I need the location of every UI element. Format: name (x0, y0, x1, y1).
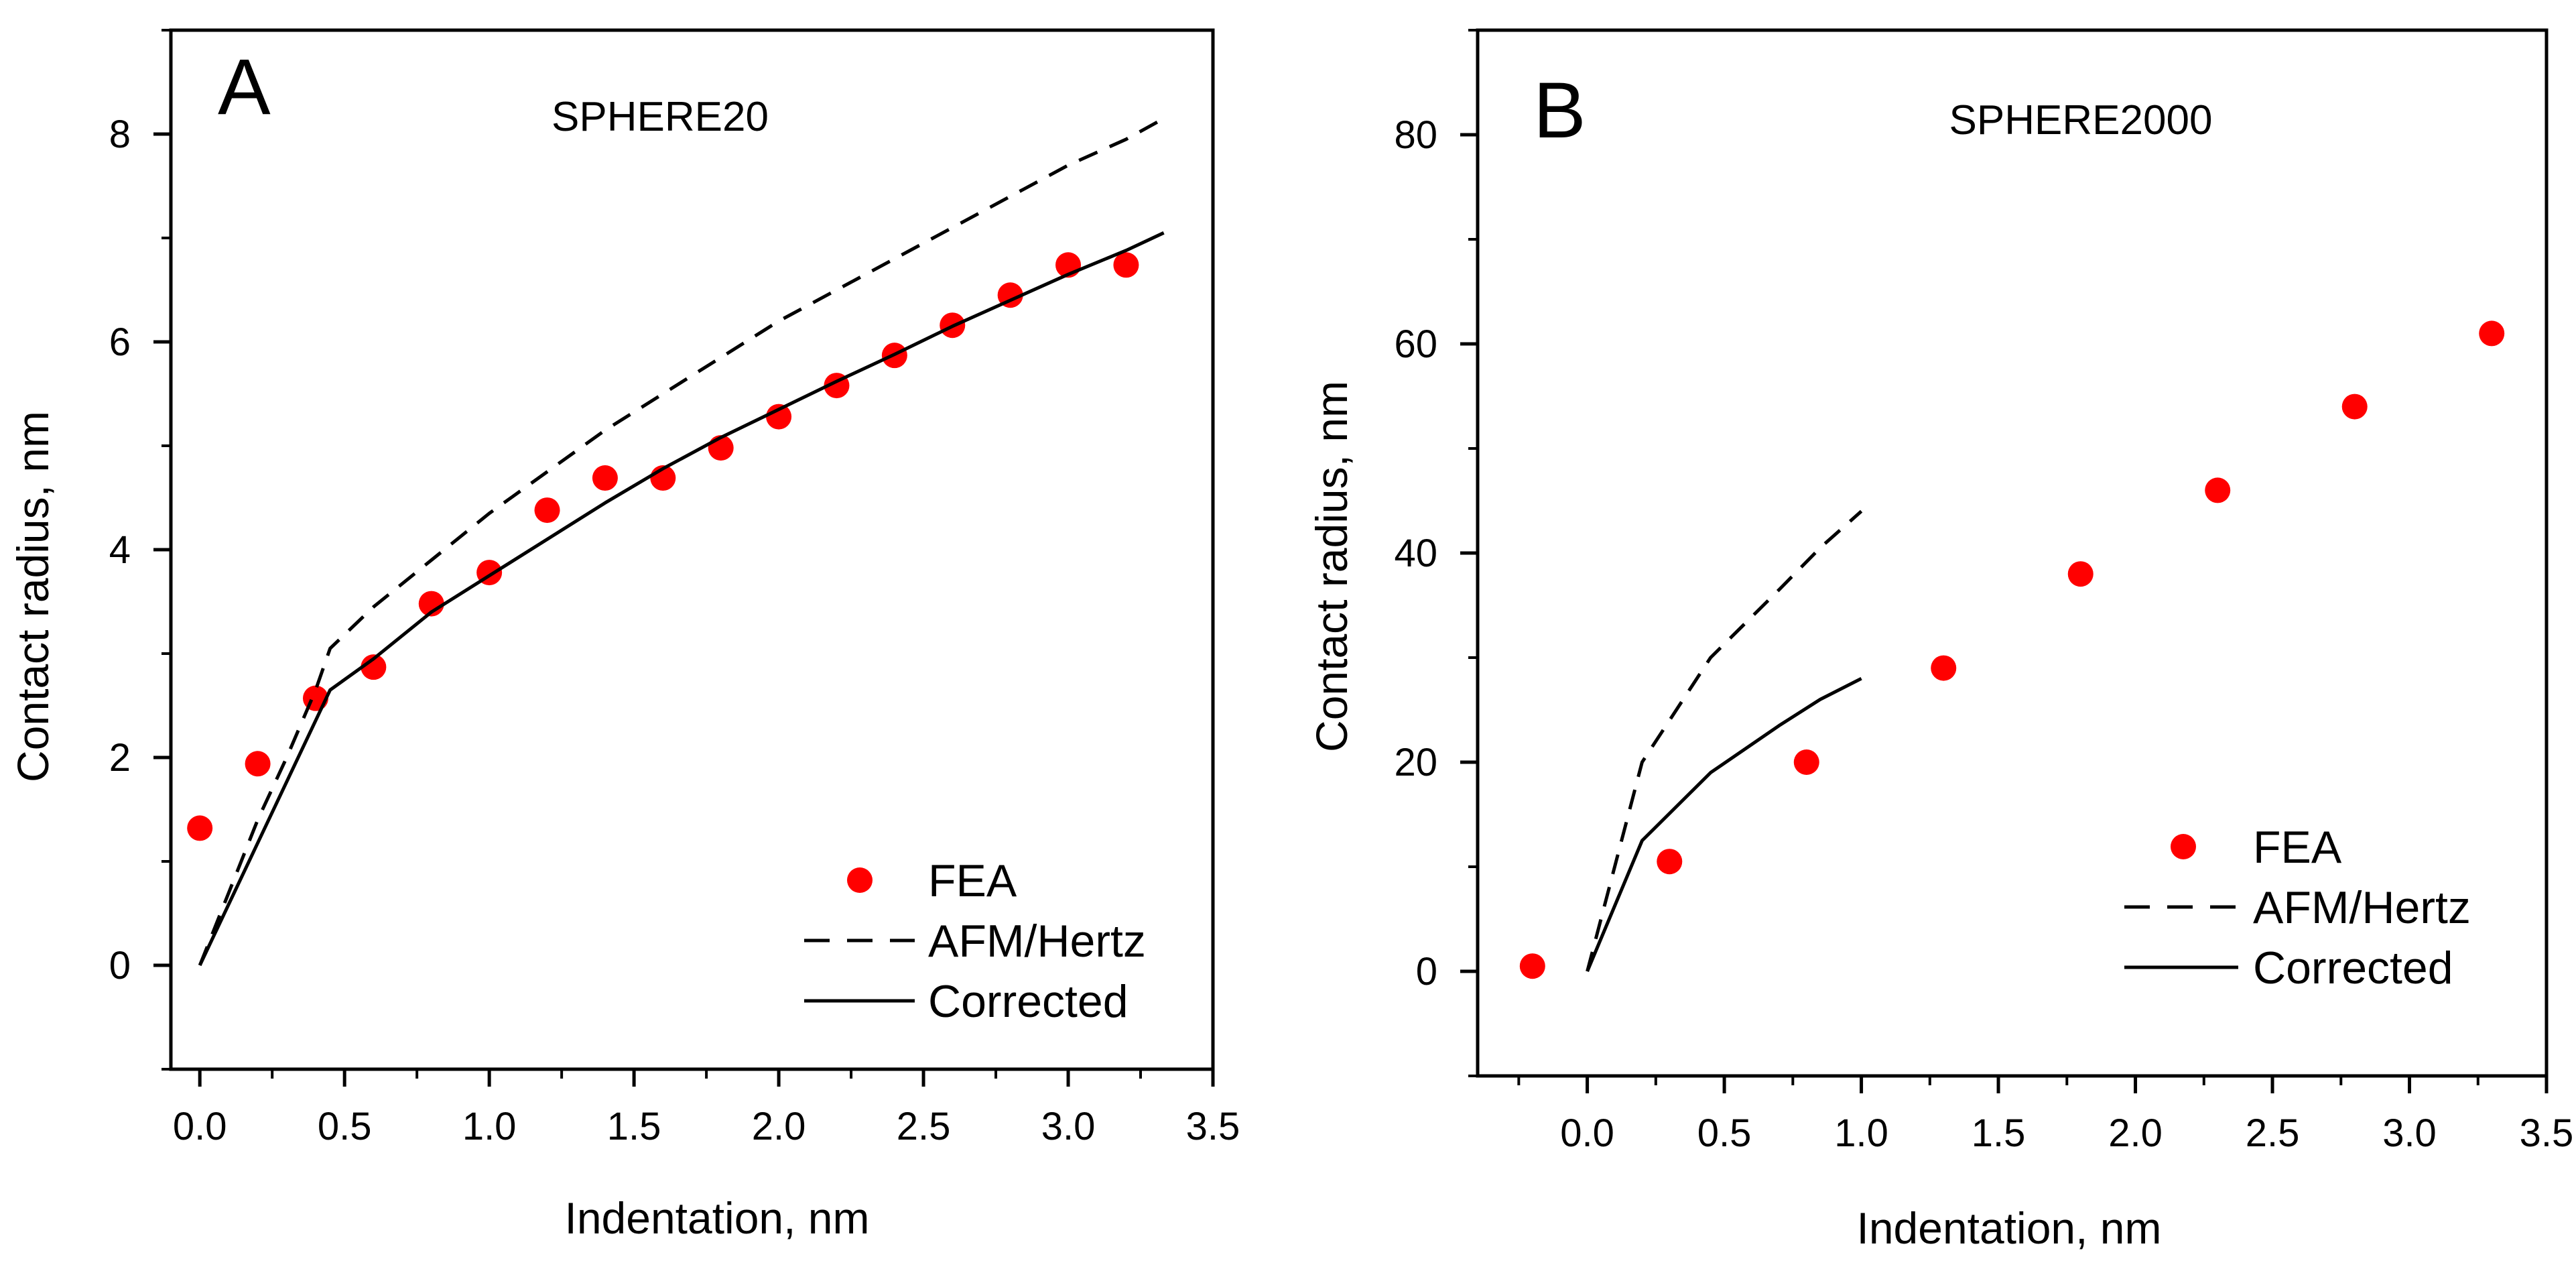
fea-point-b-4 (2067, 561, 2094, 587)
ticks-a: 0.0 0.5 1.0 1.5 2.0 2.5 3.0 3.5 0 2 4 6 8 (109, 29, 1240, 1148)
x-tick-label-b-0: 0.0 (1560, 1111, 1614, 1155)
panel-letter-a: A (218, 43, 271, 131)
x-tick-label-a-6: 3.0 (1041, 1105, 1096, 1148)
legend-fea-marker-a (847, 867, 873, 893)
y-tick-label-a-3: 6 (109, 320, 131, 364)
y-tick-label-a-1: 2 (109, 736, 131, 780)
fea-point-b-1 (1657, 849, 1683, 875)
x-tick-label-a-2: 1.0 (462, 1105, 517, 1148)
ticks-b: 0.0 0.5 1.0 1.5 2.0 2.5 3.0 3.5 0 20 40 60 80 (1394, 29, 2574, 1155)
x-tick-label-b-3: 1.5 (1972, 1111, 2026, 1155)
fea-point-b-7 (2479, 320, 2505, 347)
legend-corrected-label-a: Corrected (928, 976, 1129, 1027)
x-tick-label-b-4: 2.0 (2108, 1111, 2163, 1155)
y-axis-title-a: Contact radius, nm (8, 411, 58, 782)
panel-b: 0.0 0.5 1.0 1.5 2.0 2.5 3.0 3.5 0 20 40 60 80 B SPHE… (1307, 28, 2574, 1253)
fea-point-b-3 (1931, 655, 1957, 681)
x-tick-label-b-6: 3.0 (2382, 1111, 2437, 1155)
legend-fea-label-a: FEA (928, 855, 1017, 906)
x-tick-label-b-2: 1.0 (1834, 1111, 1888, 1155)
panel-a: 0.0 0.5 1.0 1.5 2.0 2.5 3.0 3.5 0 2 4 6 8 A SPHERE20… (8, 28, 1240, 1243)
x-tick-label-a-7: 3.5 (1186, 1105, 1240, 1148)
corrected-line-a (198, 231, 1165, 967)
afm-hertz-line-b (1586, 509, 1863, 972)
plot-frame-a (169, 28, 1215, 1071)
x-tick-label-a-0: 0.0 (173, 1105, 227, 1148)
fea-point-b-6 (2341, 393, 2368, 420)
chart-title-b: SPHERE2000 (1949, 97, 2213, 143)
x-tick-label-a-5: 2.5 (897, 1105, 951, 1148)
y-tick-label-a-0: 0 (109, 944, 131, 987)
y-tick-label-b-1: 20 (1394, 741, 1437, 784)
fea-point-a-7 (592, 465, 618, 491)
chart-title-a: SPHERE20 (552, 94, 769, 140)
y-tick-label-b-0: 0 (1416, 950, 1437, 993)
fea-point-a-3 (361, 654, 387, 680)
fea-point-b-2 (1793, 749, 1819, 775)
y-tick-label-a-4: 8 (109, 113, 131, 156)
panel-letter-b: B (1533, 66, 1586, 155)
fea-point-b-5 (2205, 477, 2231, 503)
y-tick-label-a-2: 4 (109, 528, 131, 572)
legend-a: FEA AFM/Hertz Corrected (804, 855, 1146, 1027)
x-tick-label-a-1: 0.5 (318, 1105, 372, 1148)
corrected-line-b (1586, 676, 1862, 972)
x-tick-label-b-7: 3.5 (2520, 1111, 2574, 1155)
y-tick-label-b-2: 40 (1394, 532, 1437, 575)
legend-afm-hertz-label-a: AFM/Hertz (928, 916, 1146, 967)
fea-point-b-0 (1519, 953, 1545, 979)
series-b (1519, 320, 2505, 979)
fea-point-a-10 (766, 404, 792, 430)
y-axis-title-b: Contact radius, nm (1307, 381, 1356, 752)
y-tick-label-b-3: 60 (1394, 322, 1437, 366)
series-a (187, 117, 1165, 967)
legend-fea-marker-b (2171, 834, 2196, 859)
afm-hertz-line-a (198, 117, 1165, 966)
x-tick-label-a-3: 1.5 (607, 1105, 661, 1148)
fea-point-a-0 (187, 815, 213, 841)
fea-point-a-16 (1113, 252, 1139, 278)
fea-point-a-1 (245, 751, 271, 777)
legend-fea-label-b: FEA (2253, 822, 2342, 873)
fea-point-a-4 (418, 591, 444, 617)
x-axis-title-a: Indentation, nm (565, 1193, 870, 1243)
y-tick-label-b-4: 80 (1394, 113, 1437, 157)
x-tick-label-b-1: 0.5 (1697, 1111, 1752, 1155)
fea-point-a-6 (534, 497, 560, 524)
legend-corrected-label-b: Corrected (2253, 943, 2453, 993)
x-tick-label-a-4: 2.0 (752, 1105, 806, 1148)
x-tick-label-b-5: 2.5 (2246, 1111, 2300, 1155)
legend-afm-hertz-label-b: AFM/Hertz (2253, 882, 2471, 933)
x-axis-title-b: Indentation, nm (1857, 1203, 2162, 1253)
legend-b: FEA AFM/Hertz Corrected (2124, 822, 2471, 993)
